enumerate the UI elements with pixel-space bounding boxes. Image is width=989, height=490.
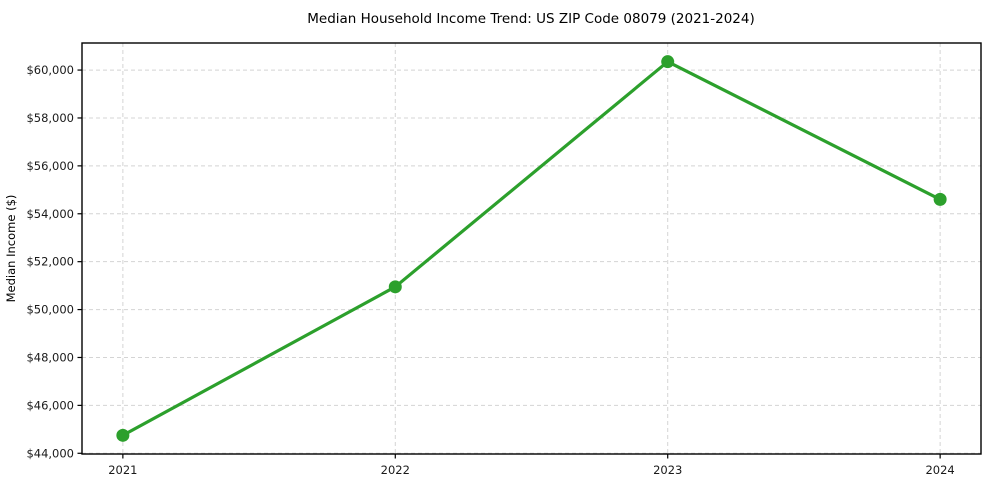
chart-title: Median Household Income Trend: US ZIP Co… <box>307 11 755 27</box>
tick-marks-layer <box>77 69 941 459</box>
data-point-2021 <box>116 428 130 442</box>
data-point-2024 <box>933 192 947 206</box>
tick-labels-layer: $44,000 $46,000 $48,000 $50,000 $52,000 $54,0… <box>26 63 954 477</box>
y-tick-label: $60,000 <box>26 63 74 77</box>
y-axis-label: Median Income ($) <box>4 195 18 303</box>
y-tick-label: $52,000 <box>26 255 74 269</box>
y-tick-label: $44,000 <box>26 446 74 460</box>
x-tick-label: 2023 <box>653 463 682 477</box>
y-tick-label: $54,000 <box>26 207 74 221</box>
data-point-2023 <box>661 55 675 69</box>
data-point-2022 <box>388 280 402 294</box>
x-tick-label: 2022 <box>381 463 410 477</box>
income-trend-line <box>121 60 942 437</box>
y-tick-label: $50,000 <box>26 303 74 317</box>
grid-layer <box>82 43 981 454</box>
data-series-layer <box>116 55 947 442</box>
x-tick-label: 2024 <box>925 463 954 477</box>
y-tick-label: $48,000 <box>26 350 74 364</box>
y-tick-label: $58,000 <box>26 111 74 125</box>
y-tick-label: $56,000 <box>26 159 74 173</box>
y-tick-label: $46,000 <box>26 398 74 412</box>
plot-border <box>81 42 982 455</box>
x-tick-label: 2021 <box>108 463 137 477</box>
